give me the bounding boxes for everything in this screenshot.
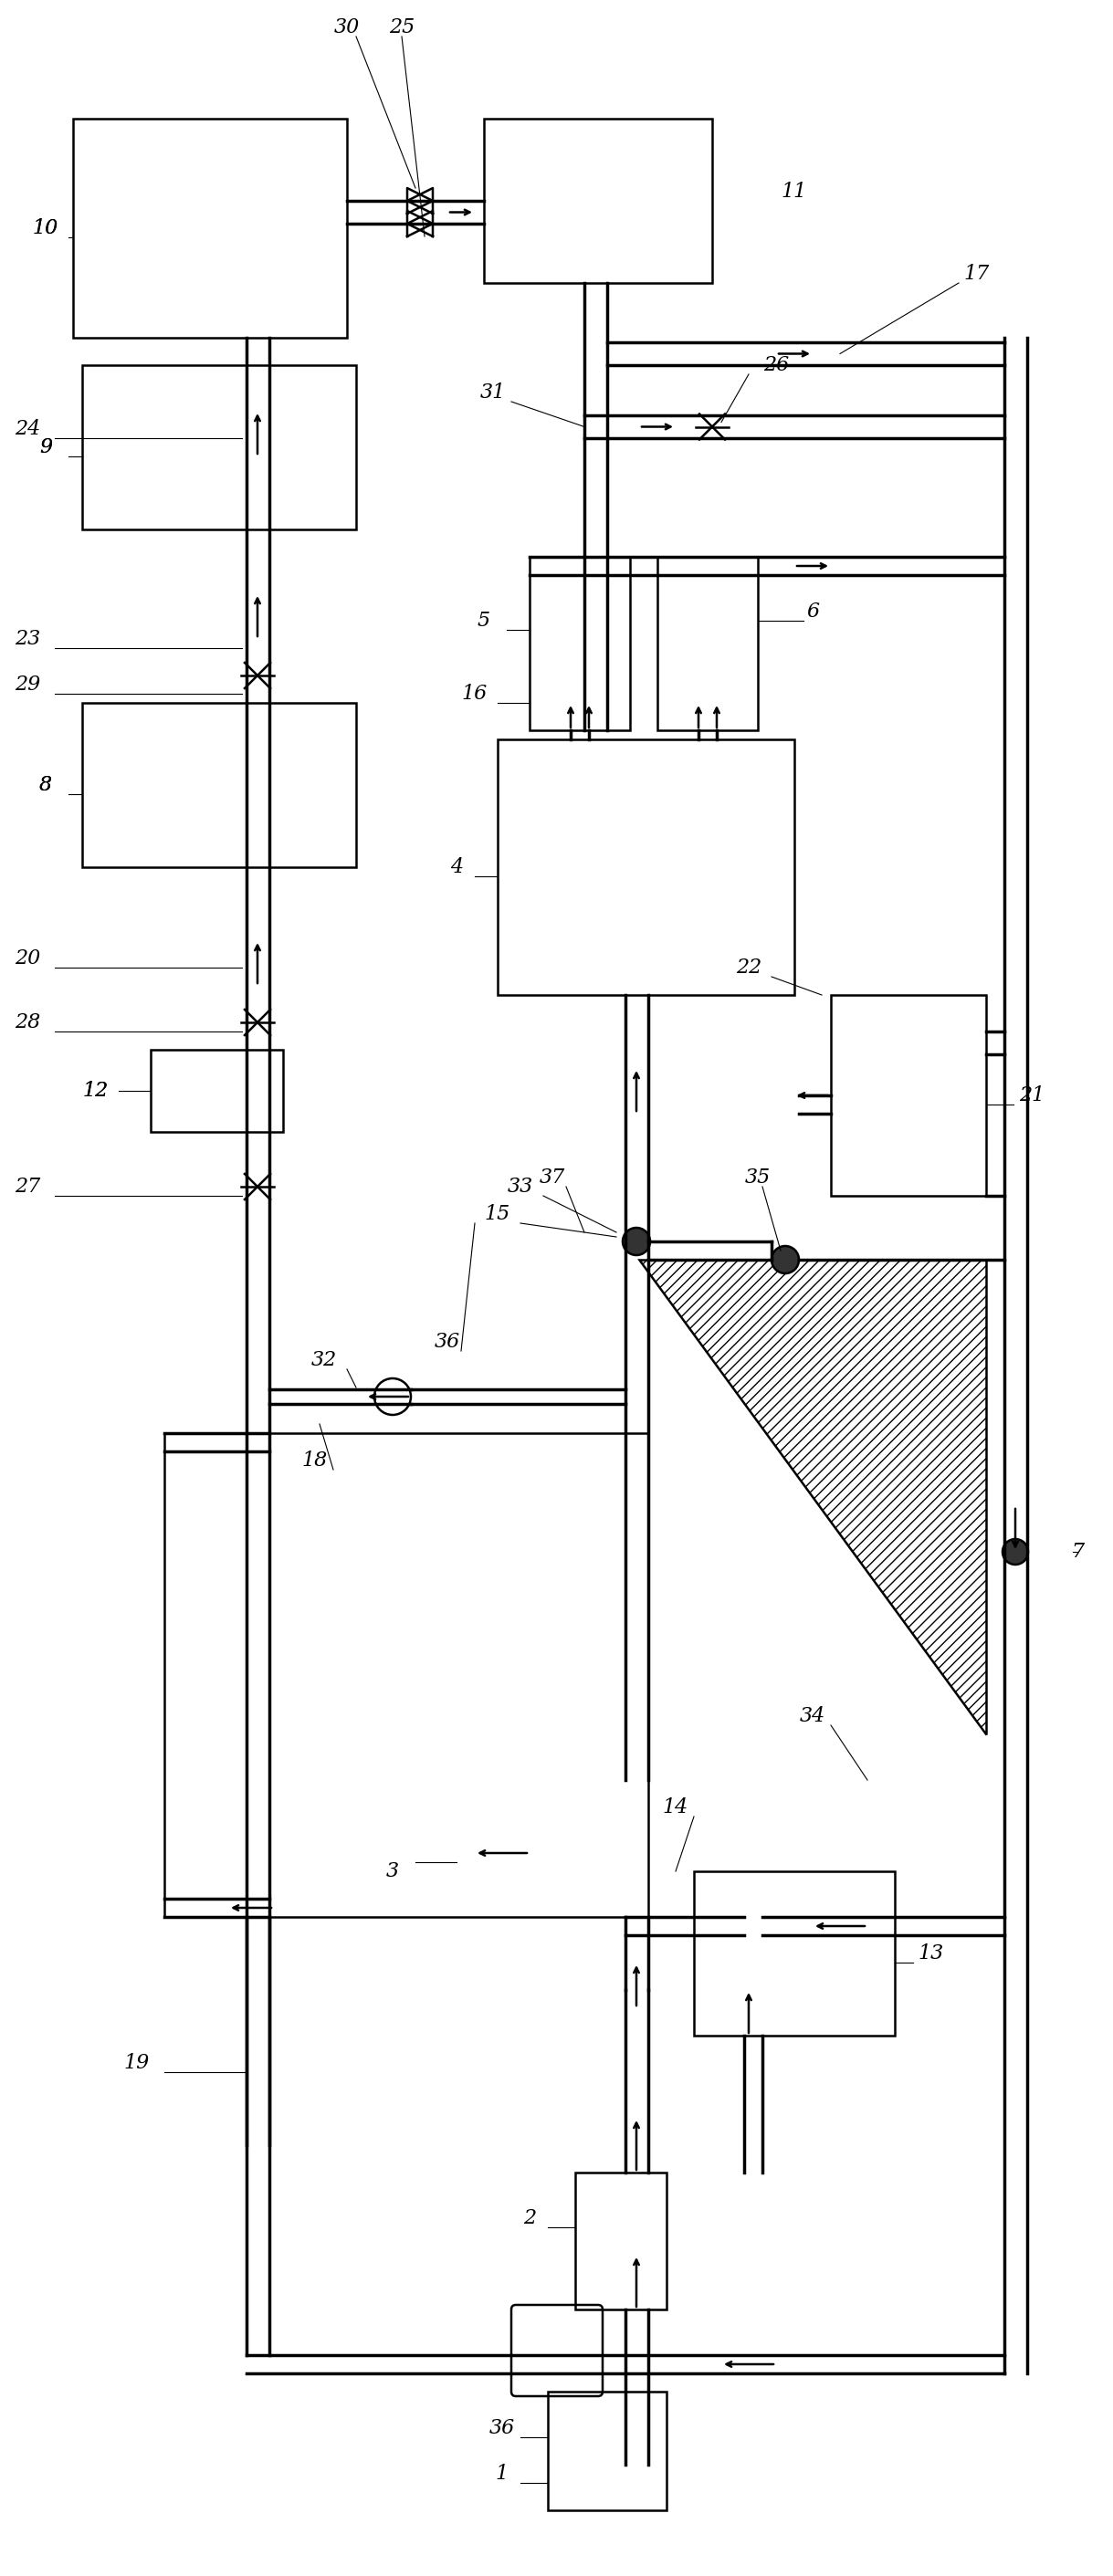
Text: 19: 19 [124,2053,150,2074]
Bar [530,556,630,729]
Text: 34: 34 [800,1705,826,1726]
Bar [150,1051,283,1131]
Text: 14: 14 [662,1798,689,1819]
Text: 5: 5 [477,611,491,631]
Text: 36: 36 [490,2419,515,2437]
Text: 32: 32 [312,1350,337,1370]
Text: 25: 25 [388,18,415,39]
Text: 37: 37 [540,1167,565,1188]
Text: 28: 28 [14,1012,40,1033]
Text: 15: 15 [485,1203,511,1224]
Text: 12: 12 [83,1082,109,1100]
Text: 8: 8 [39,775,52,796]
Text: 18: 18 [302,1450,328,1471]
Text: 22: 22 [736,958,761,979]
Text: 21: 21 [1018,1084,1045,1105]
Circle shape [771,1247,799,1273]
Text: 33: 33 [508,1177,533,1198]
Text: 20: 20 [14,948,40,969]
Circle shape [622,1229,650,1255]
Bar [498,739,795,994]
Text: 11: 11 [781,183,807,201]
Bar [82,703,356,868]
Text: 16: 16 [462,683,487,703]
Text: 6: 6 [806,603,819,621]
Bar [165,1432,648,1917]
Polygon shape [639,1260,986,1734]
Text: 12: 12 [83,1082,109,1100]
Text: 30: 30 [334,18,359,39]
Text: 35: 35 [745,1167,770,1188]
Text: 2: 2 [523,2208,536,2228]
Text: 3: 3 [386,1862,400,1880]
Text: 27: 27 [14,1177,40,1198]
Circle shape [1003,1538,1028,1564]
Text: 8: 8 [39,775,52,796]
Bar [548,2391,667,2509]
Bar [693,1870,895,2035]
Text: 10: 10 [32,219,59,237]
Bar [831,994,986,1195]
Text: 29: 29 [14,675,40,696]
Text: 31: 31 [480,381,506,402]
Text: 10: 10 [32,219,59,237]
Text: 7: 7 [1071,1543,1084,1561]
Text: 4: 4 [450,858,463,878]
Text: 1: 1 [495,2463,509,2483]
Text: 17: 17 [964,263,989,283]
Circle shape [374,1378,411,1414]
Text: 13: 13 [918,1942,944,1963]
Text: 36: 36 [434,1332,461,1352]
Bar [73,118,347,337]
Bar [82,366,356,531]
Bar [575,2172,667,2311]
Bar [658,556,758,729]
Text: 23: 23 [14,629,40,649]
Text: 9: 9 [39,438,52,459]
Bar [484,118,712,283]
Text: 26: 26 [764,355,789,376]
Text: 24: 24 [14,420,40,438]
Text: 9: 9 [39,438,52,459]
